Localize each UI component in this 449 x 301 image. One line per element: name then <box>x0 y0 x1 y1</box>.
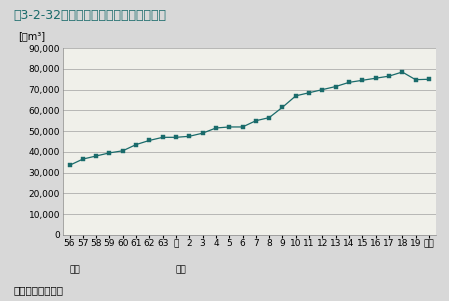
Text: 資料：国土交通省: 資料：国土交通省 <box>13 285 63 295</box>
Text: 平成: 平成 <box>176 265 187 274</box>
Text: [千m³]: [千m³] <box>18 31 45 41</box>
Text: 昭和: 昭和 <box>70 265 80 274</box>
Text: 図3-2-32　年度別下水汚泥発生量の推移: 図3-2-32 年度別下水汚泥発生量の推移 <box>13 9 167 22</box>
